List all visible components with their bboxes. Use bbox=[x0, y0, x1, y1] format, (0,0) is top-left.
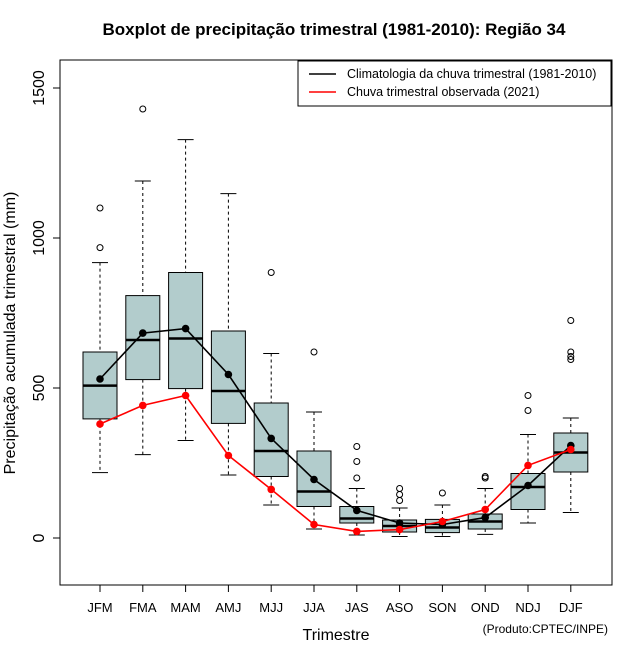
series-point bbox=[139, 329, 147, 337]
outlier-point bbox=[396, 485, 404, 492]
outlier-point bbox=[396, 491, 404, 498]
legend-label-observed: Chuva trimestral observada (2021) bbox=[347, 85, 539, 99]
series-line bbox=[99, 327, 572, 526]
box-mjj bbox=[253, 269, 289, 506]
x-tick-label: FMA bbox=[129, 600, 157, 615]
series-point bbox=[310, 475, 318, 484]
series-point bbox=[267, 485, 276, 494]
x-axis-label: Trimestre bbox=[303, 627, 370, 644]
series-point bbox=[224, 370, 233, 379]
series-point bbox=[395, 519, 404, 527]
series-point bbox=[524, 461, 532, 470]
outlier-point bbox=[353, 458, 361, 465]
outlier-point bbox=[96, 204, 104, 212]
x-axis: JFM FMA MAM AMJ MJJ JJA JAS ASO SON OND NDJ DJF bbox=[87, 584, 583, 615]
outlier-point bbox=[524, 392, 532, 399]
box-iqr bbox=[125, 295, 161, 381]
series-point bbox=[96, 420, 104, 428]
outlier-point bbox=[353, 474, 361, 482]
box-iqr bbox=[510, 473, 546, 510]
x-tick-label: JJA bbox=[303, 600, 325, 615]
series-point bbox=[524, 481, 532, 490]
series-point bbox=[224, 451, 233, 460]
series-point bbox=[181, 391, 190, 400]
x-tick-label: OND bbox=[471, 600, 500, 615]
product-credit: (Produto:CPTEC/INPE) bbox=[483, 622, 608, 636]
box-amj bbox=[210, 193, 246, 476]
x-tick-label: AMJ bbox=[215, 600, 241, 615]
box-jas bbox=[339, 443, 375, 536]
box-djf bbox=[553, 317, 589, 513]
legend: Climatologia da chuva trimestral (1981-2… bbox=[297, 60, 612, 107]
chart-title: Boxplot de precipitação trimestral (1981… bbox=[103, 20, 566, 39]
legend-box bbox=[297, 60, 612, 107]
y-tick-label: 1500 bbox=[31, 70, 48, 106]
outlier-point bbox=[567, 353, 575, 360]
boxes bbox=[82, 105, 589, 537]
box-ndj bbox=[510, 392, 546, 524]
series-point bbox=[267, 434, 276, 443]
x-tick-label: ASO bbox=[386, 600, 413, 615]
y-axis: 0 500 1000 1500 bbox=[31, 70, 61, 542]
outlier-point bbox=[139, 105, 147, 113]
outlier-point bbox=[96, 244, 104, 252]
y-tick-label: 500 bbox=[31, 375, 48, 402]
series-climatology bbox=[96, 324, 575, 529]
series-point bbox=[567, 445, 575, 454]
outlier-point bbox=[438, 489, 446, 497]
x-tick-label: NDJ bbox=[515, 600, 540, 615]
outlier-point bbox=[396, 497, 404, 504]
series-lines bbox=[96, 324, 575, 536]
y-tick-label: 1000 bbox=[31, 220, 48, 256]
series-point bbox=[395, 525, 404, 534]
legend-label-climatology: Climatologia da chuva trimestral (1981-2… bbox=[347, 67, 596, 81]
series-point bbox=[181, 324, 190, 333]
series-point bbox=[481, 505, 490, 514]
box-ond bbox=[467, 473, 503, 535]
box-son bbox=[424, 489, 460, 537]
outlier-point bbox=[310, 348, 318, 356]
series-point bbox=[438, 517, 447, 526]
y-tick-label: 0 bbox=[31, 533, 48, 542]
outlier-point bbox=[267, 269, 275, 276]
box-fma bbox=[125, 105, 161, 456]
outlier-point bbox=[353, 443, 361, 450]
series-line bbox=[99, 394, 572, 533]
x-tick-label: MAM bbox=[170, 600, 200, 615]
series-point bbox=[310, 520, 318, 529]
series-point bbox=[96, 375, 104, 383]
x-tick-label: JAS bbox=[345, 600, 369, 615]
box-jfm bbox=[82, 204, 118, 474]
series-point bbox=[353, 527, 361, 536]
box-jja bbox=[296, 348, 332, 530]
outlier-point bbox=[524, 407, 532, 414]
y-axis-label: Precipitação acumulada trimestral (mm) bbox=[2, 192, 19, 475]
x-tick-label: DJF bbox=[559, 600, 583, 615]
x-tick-label: JFM bbox=[87, 600, 112, 615]
series-point bbox=[139, 401, 147, 410]
outlier-point bbox=[567, 356, 575, 363]
outlier-point bbox=[567, 317, 575, 324]
outlier-point bbox=[481, 473, 489, 480]
series-point bbox=[353, 506, 361, 515]
x-tick-label: MJJ bbox=[259, 600, 283, 615]
outlier-point bbox=[567, 348, 575, 356]
x-tick-label: SON bbox=[428, 600, 456, 615]
series-observed bbox=[96, 391, 575, 536]
series-point bbox=[481, 513, 490, 522]
